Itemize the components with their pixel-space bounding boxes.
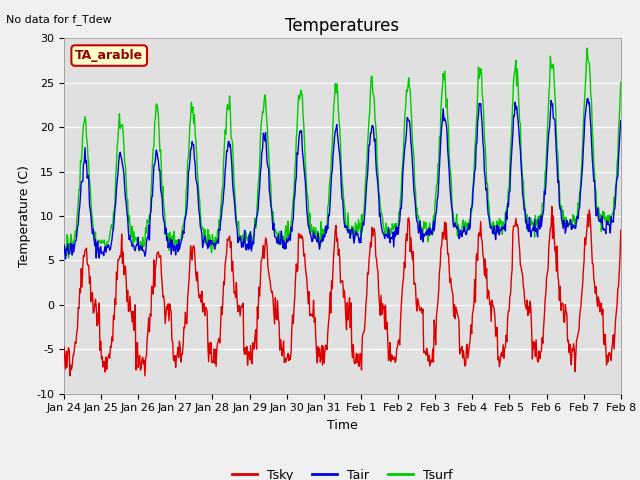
Legend: Tsky, Tair, Tsurf: Tsky, Tair, Tsurf xyxy=(227,464,458,480)
Tsurf xyxy=(139,234,147,240)
Tair xyxy=(584,96,591,101)
Tsurf xyxy=(60,252,68,258)
Tsurf xyxy=(474,90,481,96)
Tsky xyxy=(139,354,147,360)
Tair xyxy=(298,146,306,152)
Tsky xyxy=(474,258,481,264)
Tair xyxy=(60,242,68,248)
Text: TA_arable: TA_arable xyxy=(75,49,143,62)
Tair xyxy=(139,248,147,253)
Tsurf xyxy=(298,92,306,97)
Line: Tsky: Tsky xyxy=(64,206,621,376)
Tair xyxy=(460,223,468,229)
Tsky xyxy=(66,373,74,379)
Y-axis label: Temperature (C): Temperature (C) xyxy=(18,165,31,267)
Tsurf xyxy=(617,80,625,85)
Tsky xyxy=(548,204,556,209)
Title: Temperatures: Temperatures xyxy=(285,17,399,36)
Tsurf xyxy=(583,45,591,51)
Tair xyxy=(61,256,69,262)
Tsurf xyxy=(65,255,72,261)
Tsky xyxy=(460,356,468,361)
Tsky xyxy=(63,348,70,354)
Tsky xyxy=(319,343,327,349)
Tair xyxy=(617,118,625,123)
Tsky xyxy=(298,233,306,239)
Line: Tsurf: Tsurf xyxy=(64,48,621,258)
Line: Tair: Tair xyxy=(64,98,621,259)
X-axis label: Time: Time xyxy=(327,419,358,432)
Text: No data for f_Tdew: No data for f_Tdew xyxy=(6,14,112,25)
Tair xyxy=(63,247,71,253)
Tair xyxy=(319,238,327,244)
Tsurf xyxy=(63,252,70,258)
Tsky xyxy=(60,344,68,350)
Tsurf xyxy=(319,232,327,238)
Tair xyxy=(474,119,481,124)
Tsurf xyxy=(460,228,468,234)
Tsky xyxy=(617,228,625,233)
